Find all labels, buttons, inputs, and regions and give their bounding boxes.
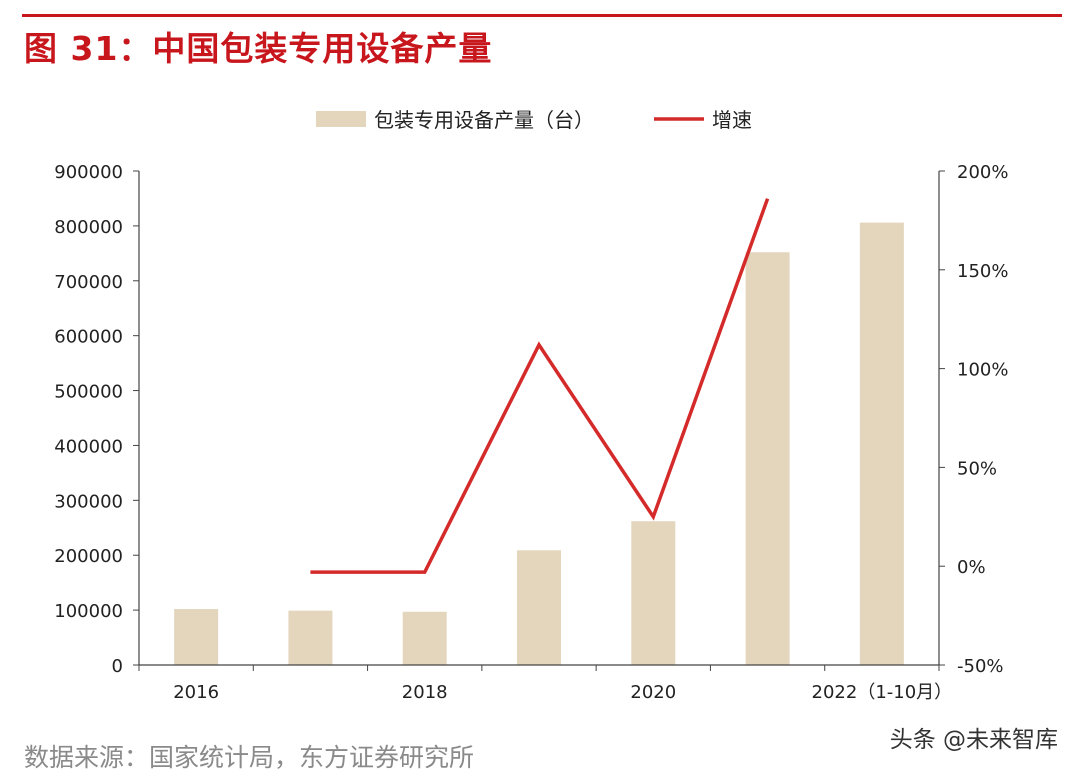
bar-2020 <box>631 521 675 665</box>
y-tick-label: 100000 <box>54 601 123 622</box>
y2-tick-label: -50% <box>957 656 1004 677</box>
legend: 包装专用设备产量（台） 增速 <box>316 108 752 132</box>
y-tick-label: 900000 <box>54 162 123 183</box>
bar-2016 <box>174 609 218 665</box>
y-tick-label: 800000 <box>54 217 123 238</box>
plot-area: 0 100000 200000 300000 400000 500000 600000 700… <box>54 162 1008 703</box>
y-tick-label: 200000 <box>54 546 123 567</box>
bar-2019 <box>517 550 561 665</box>
legend-swatch-bar <box>316 111 366 127</box>
y2-tick-label: 50% <box>957 458 997 479</box>
bar-2022（1-10月） <box>860 223 904 665</box>
source-note: 数据来源：国家统计局，东方证券研究所 <box>24 738 474 774</box>
x-tick-label: 2016 <box>173 682 219 703</box>
y2-tick-label: 150% <box>957 261 1008 282</box>
y-tick-label: 400000 <box>54 436 123 457</box>
x-tick-label: 2020 <box>630 682 676 703</box>
legend-label-bar: 包装专用设备产量（台） <box>374 108 594 132</box>
y-tick-label: 700000 <box>54 272 123 293</box>
y2-tick-label: 100% <box>957 360 1008 381</box>
watermark: 头条 @未来智库 <box>890 720 1058 754</box>
bar-2021 <box>746 252 790 665</box>
y2-tick-label: 200% <box>957 162 1008 183</box>
y-tick-label: 0 <box>112 656 123 677</box>
x-tick-label: 2018 <box>402 682 448 703</box>
y2-tick-label: 0% <box>957 557 986 578</box>
legend-label-line: 增速 <box>712 108 752 132</box>
bar-2018 <box>403 612 447 665</box>
y-tick-label: 600000 <box>54 327 123 348</box>
growth-line <box>310 199 767 572</box>
y-tick-label: 300000 <box>54 491 123 512</box>
x-tick-label: 2022（1-10月） <box>812 682 953 703</box>
y-tick-label: 500000 <box>54 382 123 403</box>
bar-2017 <box>288 611 332 665</box>
